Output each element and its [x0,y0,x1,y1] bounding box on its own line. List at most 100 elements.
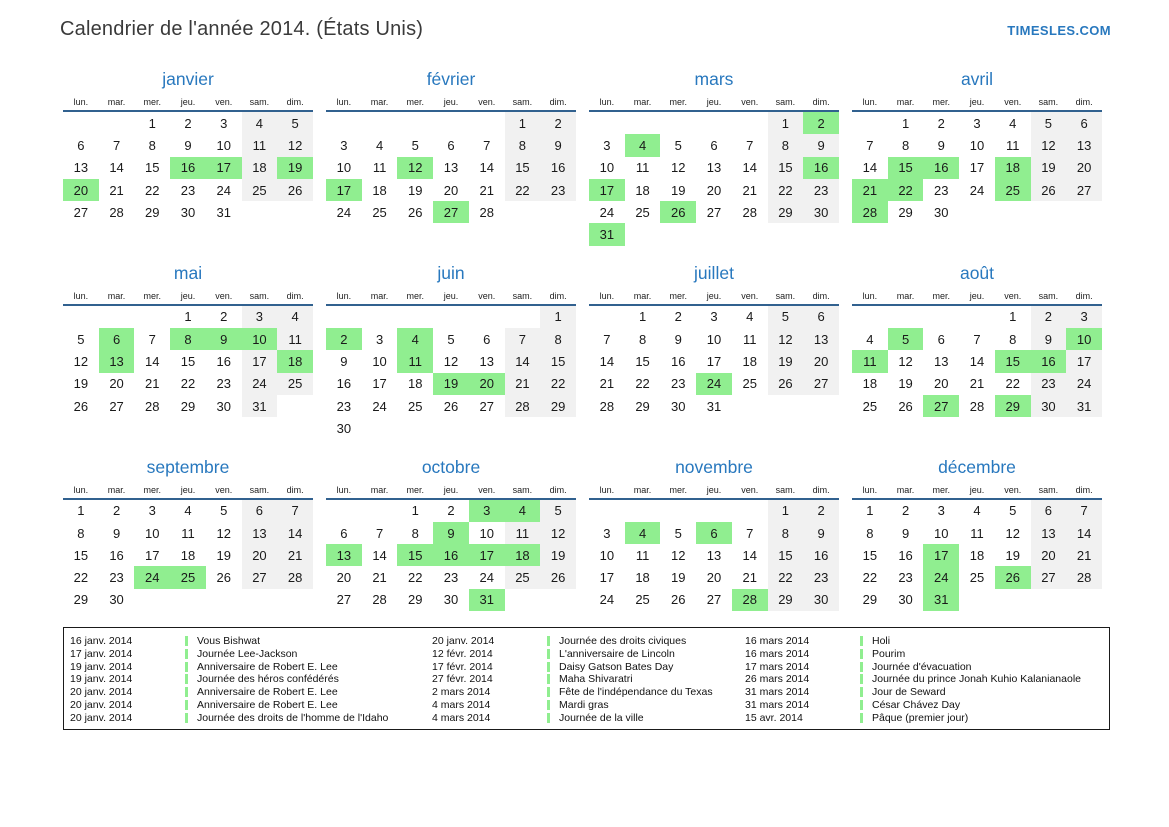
holiday-day-cell: 6 [696,521,732,545]
day-cell: 24 [216,182,231,198]
day-cell: 1 [767,112,804,135]
day-cell: 7 [1066,499,1102,522]
day-cell: 13 [479,354,494,370]
day-cell: 6 [1030,499,1067,522]
day-cell: 22 [767,566,804,589]
weekday-label: ven. [478,484,496,495]
holiday-day-cell: 16 [803,156,839,179]
weekday-label: dim. [812,484,830,495]
day-cell: 5 [277,112,313,135]
day-cell: 11 [241,134,278,157]
weekday-label: ven. [1004,484,1022,495]
months-grid: janvier lun. mar. mer. jeu. ven. sam. dim. 1 2 3 4 5… [0,41,1169,612]
holiday-day-cell: 24 [923,566,960,589]
weekday-label: dim. [812,97,830,107]
month-card: novembre lun. mar. mer. jeu. ven. sam. dim. 1 2 3 4… [589,457,839,612]
day-cell: 12 [1005,525,1020,541]
day-cell: 4 [866,331,874,347]
day-cell: 2 [112,503,121,519]
day-cell: 8 [411,525,419,541]
weekday-header-row: lun. mar. mer. jeu. ven. sam. dim. [589,485,839,500]
legend-holiday-name: César Chávez Day [872,698,961,711]
day-cell: 9 [1030,328,1067,351]
day-cell: 14 [109,160,124,176]
month-title: septembre [146,456,230,477]
day-cell: 23 [803,178,839,202]
day-cell: 25 [241,178,278,202]
day-cell: 20 [241,544,278,567]
legend-entry: 27 févr. 2014 Maha Shivaratri [432,673,745,686]
weekday-label: mar. [370,97,389,107]
weekday-label: dim. [812,290,830,301]
weekday-header-row: lun. mar. mer. jeu. ven. sam. dim. [326,485,576,500]
day-cell: 16 [803,544,839,567]
legend-date: 17 janv. 2014 [70,648,133,661]
day-cell: 25 [372,204,387,220]
holiday-marker-icon [860,687,863,698]
weekday-label: jeu. [969,97,985,107]
day-cell: 24 [336,204,352,220]
day-cell: 24 [479,570,494,586]
day-cell: 22 [180,376,196,392]
day-cell: 7 [112,137,121,153]
holiday-marker-icon [860,699,863,710]
day-cell: 20 [934,376,949,392]
day-cell: 23 [934,182,949,198]
day-cell: 21 [504,372,541,395]
day-cell: 11 [1005,137,1020,153]
day-cell: 2 [447,503,455,519]
day-cell: 15 [862,547,878,563]
weekday-label: mer. [669,290,688,301]
legend-holiday-name: L'anniversaire de Lincoln [559,648,675,661]
weekday-label: mar. [633,290,652,301]
empty-cell [732,500,768,522]
holiday-marker-icon [185,687,188,698]
day-cell: 5 [220,503,228,519]
day-cell: 12 [1030,134,1067,157]
holiday-marker-icon [860,661,863,672]
weekday-label: jeu. [443,484,459,495]
legend-date: 16 janv. 2014 [70,635,133,648]
legend-entry: 31 mars 2014 César Chávez Day [745,698,1103,711]
holiday-day-cell: 9 [205,328,242,351]
weekday-label: mar. [896,484,915,495]
day-cell: 24 [599,592,615,608]
day-cell: 4 [1009,115,1017,131]
day-cell: 12 [540,521,576,545]
day-cell: 10 [934,525,949,541]
day-cell: 19 [767,350,804,373]
weekday-label: mer. [932,290,951,301]
day-cell: 7 [603,331,611,347]
day-cell: 19 [408,182,423,198]
day-cell: 21 [372,570,387,586]
site-link[interactable]: TIMESLES.COM [1007,23,1111,38]
day-cell: 18 [969,547,985,563]
day-cell: 14 [862,160,878,176]
day-cell: 2 [674,309,682,325]
empty-cell [660,500,696,522]
day-cell: 9 [340,354,348,370]
month-card: décembre lun. mar. mer. jeu. ven. sam. dim. 1 2 3 4… [852,457,1102,612]
month-card: mars lun. mar. mer. jeu. ven. sam. dim. 1 2 3 4 5 6 7 8… [589,69,839,246]
legend-holiday-name: Jour de Seward [872,686,946,699]
holiday-day-cell: 6 [98,328,135,351]
day-cell: 30 [216,398,231,414]
holiday-day-cell: 16 [170,156,206,179]
weekday-label: lun. [73,484,89,495]
weekday-label: ven. [1004,290,1022,301]
weekday-label: sam. [775,290,796,301]
day-cell: 10 [479,525,494,541]
weekday-label: mer. [143,97,162,107]
holiday-day-cell: 17 [205,156,242,179]
empty-cell [63,112,99,134]
weekday-label: lun. [336,290,352,301]
legend-holiday-name: Journée Lee-Jackson [197,648,298,661]
day-cell: 3 [220,115,228,131]
empty-cell [589,500,625,522]
legend-holiday-name: Anniversaire de Robert E. Lee [197,660,338,673]
day-cell: 11 [970,525,984,541]
weekday-label: lun. [599,484,615,495]
legend-box: 16 janv. 2014 Vous Bishwat 17 janv. 2014 Jo… [63,627,1110,731]
legend-entry: 16 mars 2014 Holi [745,635,1103,648]
day-cell: 31 [241,394,278,418]
